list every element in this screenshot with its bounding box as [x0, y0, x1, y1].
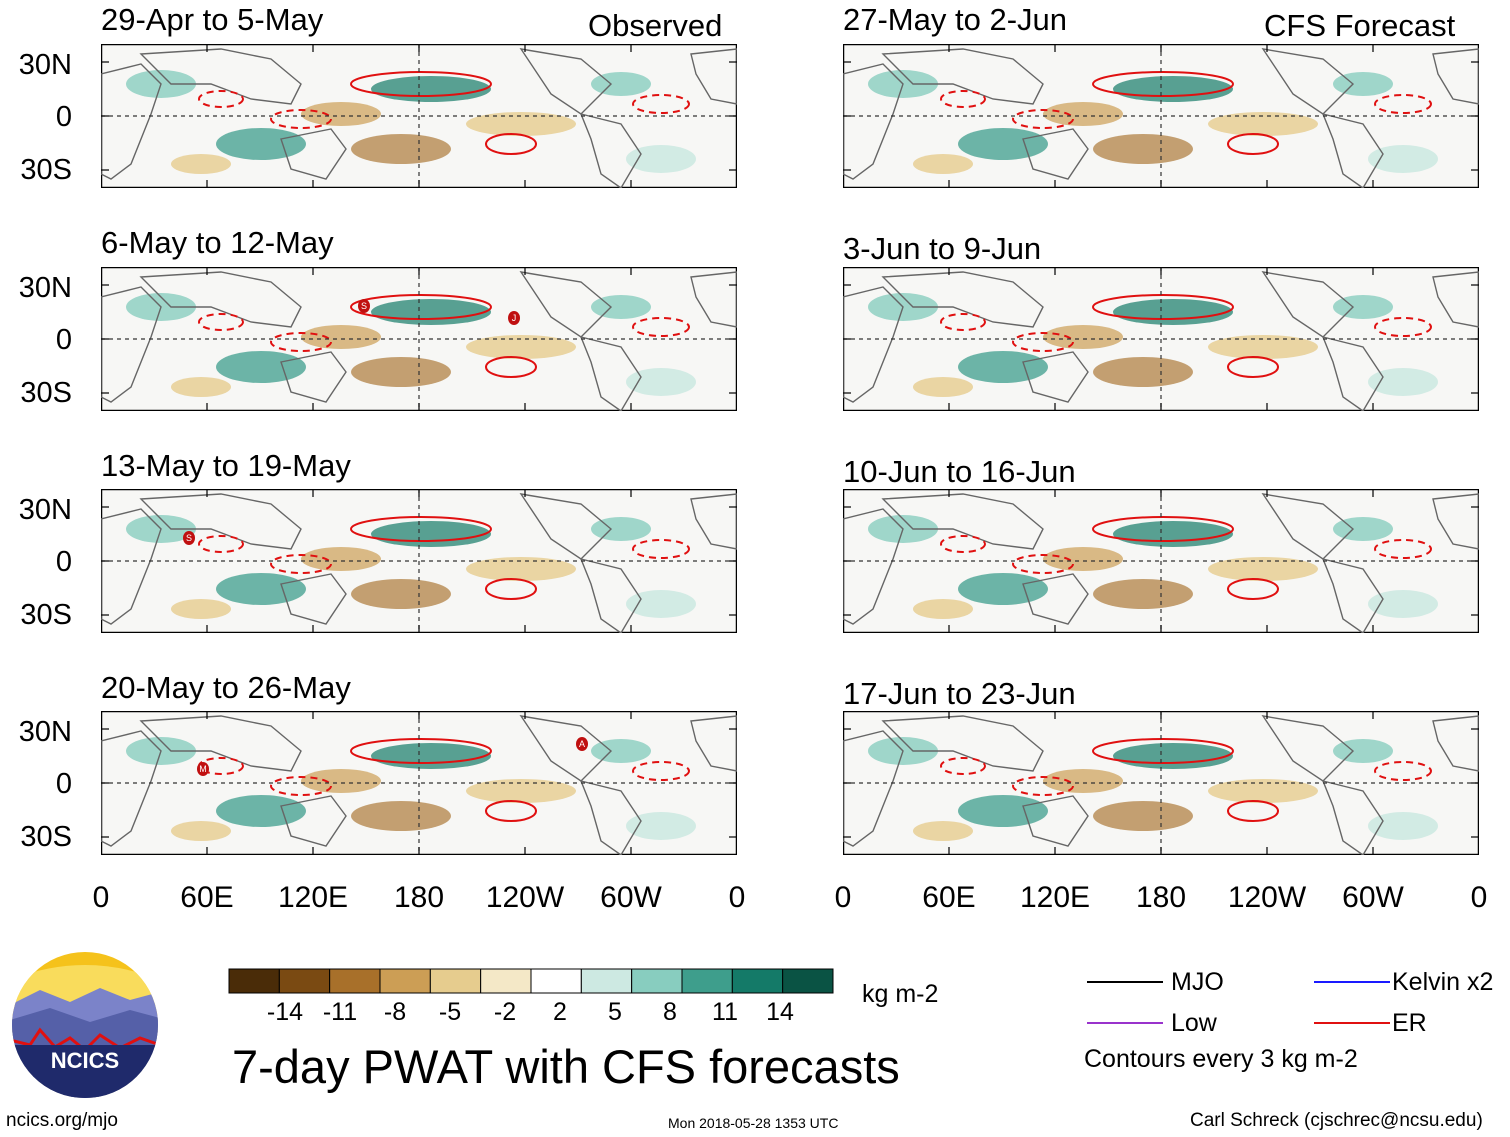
- ncics-logo: NCICS: [12, 952, 158, 1098]
- lat-label-30s: 30S: [20, 377, 72, 409]
- colorbar-swatch: [530, 968, 582, 994]
- colorbar-tick: -11: [322, 998, 358, 1026]
- colorbar-swatch: [228, 968, 280, 994]
- panel-title-obs-2: 6-May to 12-May: [101, 225, 334, 260]
- colorbar-tick: 5: [608, 998, 622, 1026]
- logo-text: NCICS: [51, 1048, 119, 1073]
- lon-label-120w: 120W: [485, 881, 565, 914]
- panel-title-fc-1: 27-May to 2-Jun: [843, 2, 1067, 37]
- lon-label-60w: 60W: [1342, 881, 1404, 914]
- colorbar-tick: -8: [383, 998, 407, 1026]
- map-panel-obs-4: [101, 711, 737, 855]
- map-panel-fc-3: [843, 489, 1479, 633]
- lat-label-30n: 30N: [18, 272, 72, 304]
- map-panel-fc-2: [843, 267, 1479, 411]
- lon-label-0: 0: [834, 881, 852, 914]
- colorbar-tick: -5: [438, 998, 462, 1026]
- storm-marker: J: [508, 311, 520, 325]
- colorbar-tick: 14: [766, 998, 794, 1026]
- colorbar: [228, 968, 834, 994]
- panel-title-obs-1: 29-Apr to 5-May: [101, 2, 324, 37]
- panel-title-fc-4: 17-Jun to 23-Jun: [843, 676, 1076, 711]
- lon-label-60e: 60E: [922, 881, 976, 914]
- colorbar-unit: kg m-2: [862, 980, 939, 1008]
- lat-label-eq: 0: [55, 101, 72, 133]
- footer-author: Carl Schreck (cjschrec@ncsu.edu): [1190, 1110, 1483, 1131]
- forecast-tag: CFS Forecast: [1264, 8, 1456, 43]
- lon-label-60e: 60E: [180, 881, 234, 914]
- panel-title-fc-2: 3-Jun to 9-Jun: [843, 231, 1042, 266]
- lon-label-0-end: 0: [728, 881, 746, 914]
- panel-title-obs-3: 13-May to 19-May: [101, 448, 351, 483]
- map-panel-obs-3: [101, 489, 737, 633]
- lat-label-30s: 30S: [20, 154, 72, 186]
- lat-label-30n: 30N: [18, 716, 72, 748]
- legend-lines-right: [1314, 981, 1390, 1024]
- colorbar-swatch: [429, 968, 482, 994]
- colorbar-tick: -2: [493, 998, 517, 1026]
- colorbar-tick: 8: [663, 998, 677, 1026]
- lat-label-30s: 30S: [20, 821, 72, 853]
- colorbar-swatch: [329, 968, 381, 994]
- legend-lines: [1087, 981, 1163, 1024]
- main-title: 7-day PWAT with CFS forecasts: [232, 1040, 900, 1093]
- lon-label-120e: 120E: [277, 881, 349, 914]
- colorbar-tick: 11: [712, 998, 738, 1026]
- colorbar-swatch: [278, 968, 331, 994]
- map-panel-fc-1: [843, 44, 1479, 188]
- colorbar-swatch: [782, 968, 834, 994]
- colorbar-swatch: [480, 968, 532, 994]
- storm-marker: S: [358, 299, 370, 313]
- legend-low: Low: [1171, 1009, 1217, 1037]
- colorbar-swatch: [731, 968, 784, 994]
- map-panel-fc-4: [843, 711, 1479, 855]
- lon-label-0: 0: [92, 881, 110, 914]
- footer-timestamp: Mon 2018-05-28 1353 UTC: [668, 1115, 839, 1131]
- lat-label-eq: 0: [55, 324, 72, 356]
- lon-label-120w: 120W: [1227, 881, 1307, 914]
- lat-label-eq: 0: [55, 768, 72, 800]
- lon-label-180: 180: [393, 881, 445, 914]
- colorbar-tick: -14: [266, 998, 304, 1026]
- lon-label-0-end: 0: [1470, 881, 1488, 914]
- colorbar-swatch: [379, 968, 431, 994]
- colorbar-swatch: [580, 968, 633, 994]
- storm-marker: A: [576, 737, 588, 751]
- storm-marker: S: [183, 531, 195, 545]
- colorbar-tick: 2: [553, 998, 567, 1026]
- panel-title-fc-3: 10-Jun to 16-Jun: [843, 454, 1076, 489]
- lon-label-180: 180: [1135, 881, 1187, 914]
- lat-label-30n: 30N: [18, 494, 72, 526]
- legend-contour-note: Contours every 3 kg m-2: [1084, 1045, 1358, 1073]
- lat-label-30s: 30S: [20, 599, 72, 631]
- legend-er: ER: [1392, 1009, 1427, 1037]
- map-panel-obs-1: [101, 44, 737, 188]
- legend-mjo: MJO: [1171, 968, 1224, 996]
- observed-tag: Observed: [588, 8, 723, 43]
- legend-kelvin: Kelvin x2: [1392, 968, 1494, 996]
- storm-marker: M: [197, 762, 209, 776]
- colorbar-swatch: [631, 968, 683, 994]
- lon-label-120e: 120E: [1019, 881, 1091, 914]
- panel-title-obs-4: 20-May to 26-May: [101, 670, 351, 705]
- lat-label-30n: 30N: [18, 49, 72, 81]
- map-panel-obs-2: [101, 267, 737, 411]
- lon-label-60w: 60W: [600, 881, 662, 914]
- footer-url[interactable]: ncics.org/mjo: [6, 1110, 118, 1131]
- lat-label-eq: 0: [55, 546, 72, 578]
- colorbar-swatch: [681, 968, 733, 994]
